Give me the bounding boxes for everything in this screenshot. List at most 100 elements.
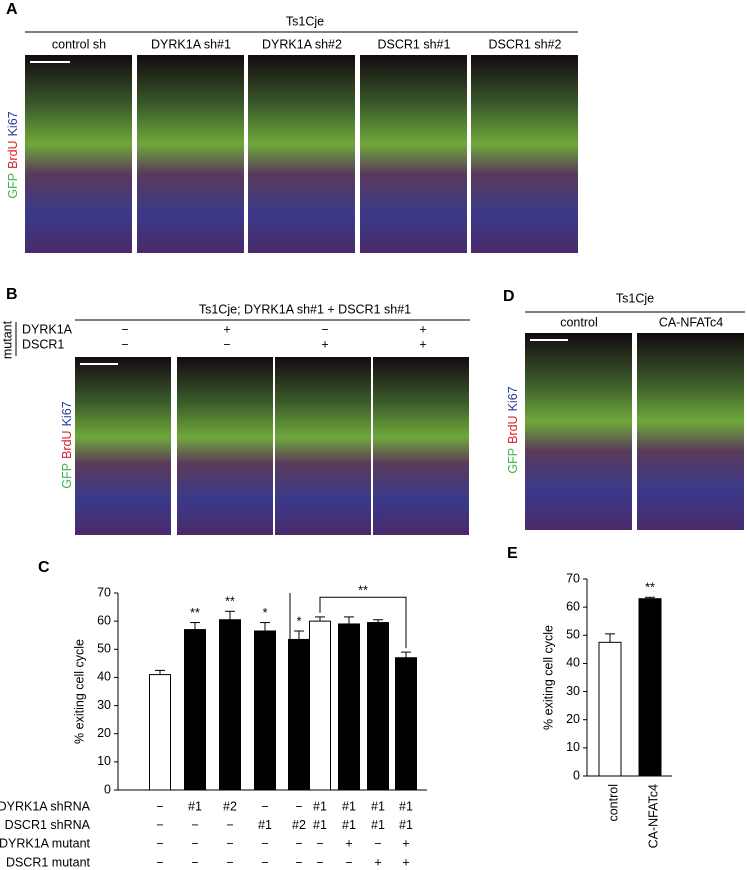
stain-label: GFP BrdU Ki67 xyxy=(6,111,20,198)
condition-value: − xyxy=(374,837,381,851)
significance: ** xyxy=(225,595,235,609)
y-tick-label: 30 xyxy=(566,684,580,698)
y-tick-label: 60 xyxy=(97,613,111,627)
condition-value: + xyxy=(402,855,409,869)
micrograph xyxy=(275,357,371,535)
condition-label: DSCR1 mutant xyxy=(6,855,91,869)
error-bar xyxy=(401,651,411,658)
condition-value: − xyxy=(226,855,233,869)
y-tick-label: 30 xyxy=(97,698,111,712)
condition-value: #1 xyxy=(313,799,327,813)
y-axis-label: % exiting cell cycle xyxy=(72,639,86,744)
condition-value: #1 xyxy=(313,818,327,832)
micrograph xyxy=(248,55,355,253)
error-bar xyxy=(315,616,325,622)
condition-value: − xyxy=(156,855,163,869)
column-label: DYRK1A sh#2 xyxy=(262,37,342,51)
bar xyxy=(367,622,389,791)
condition-value: − xyxy=(295,837,302,851)
condition-value: − xyxy=(191,855,198,869)
row-symbol: − xyxy=(321,322,328,336)
bar xyxy=(184,629,206,791)
stain-label: GFP BrdU Ki67 xyxy=(60,401,74,488)
panel-header: Ts1Cje; DYRK1A sh#1 + DSCR1 sh#1 xyxy=(199,302,411,316)
error-bar xyxy=(190,622,200,630)
stain-label: GFP BrdU Ki67 xyxy=(506,386,520,473)
condition-value: − xyxy=(261,837,268,851)
condition-value: − xyxy=(156,837,163,851)
micrograph xyxy=(177,357,273,535)
column-label: control xyxy=(560,315,598,329)
y-tick-label: 40 xyxy=(566,656,580,670)
condition-value: − xyxy=(191,818,198,832)
micrograph xyxy=(373,357,469,535)
stain-word: GFP xyxy=(506,448,520,474)
column-label: DSCR1 sh#2 xyxy=(489,37,562,51)
row-symbol: + xyxy=(321,337,328,351)
condition-label: DSCR1 shRNA xyxy=(5,818,91,832)
column-label: DSCR1 sh#1 xyxy=(378,37,451,51)
condition-value: − xyxy=(156,818,163,832)
condition-label: DYRK1A mutant xyxy=(0,837,91,851)
stain-word: GFP xyxy=(6,173,20,199)
condition-value: − xyxy=(261,799,268,813)
stain-word: Ki67 xyxy=(6,111,20,136)
error-bar xyxy=(155,669,165,675)
bar xyxy=(149,674,171,791)
y-tick-label: 40 xyxy=(97,670,111,684)
condition-value: #1 xyxy=(188,799,202,813)
panel-label: D xyxy=(503,288,515,305)
bar xyxy=(288,638,310,791)
x-tick-label: control xyxy=(606,784,620,822)
stain-word: GFP xyxy=(60,463,74,489)
condition-value: #1 xyxy=(342,818,356,832)
bar xyxy=(338,623,360,791)
y-tick-label: 20 xyxy=(97,726,111,740)
row-symbol: + xyxy=(419,322,426,336)
condition-value: #1 xyxy=(258,818,272,832)
column-label: CA-NFATc4 xyxy=(659,315,723,329)
stain-word: BrdU xyxy=(6,140,20,168)
stain-word: BrdU xyxy=(60,430,74,458)
stain-word: Ki67 xyxy=(60,401,74,426)
condition-value: − xyxy=(191,837,198,851)
y-tick-label: 70 xyxy=(97,585,111,599)
condition-value: − xyxy=(226,818,233,832)
condition-value: #2 xyxy=(292,818,306,832)
micrograph xyxy=(137,55,244,253)
row-label: DYRK1A xyxy=(22,322,73,336)
micrograph xyxy=(525,333,632,530)
micrograph xyxy=(360,55,467,253)
error-bar xyxy=(645,596,655,599)
bar xyxy=(309,620,331,791)
y-tick-label: 10 xyxy=(566,740,580,754)
column-label: DYRK1A sh#1 xyxy=(151,37,231,51)
bar xyxy=(254,630,276,791)
side-label: mutant xyxy=(0,320,14,359)
bracket-label: ** xyxy=(358,584,368,598)
condition-value: #1 xyxy=(342,799,356,813)
condition-value: − xyxy=(295,799,302,813)
error-bar xyxy=(294,630,304,640)
significance: ** xyxy=(645,581,655,595)
row-symbol: + xyxy=(223,322,230,336)
bar xyxy=(598,641,622,777)
micrograph xyxy=(25,55,132,253)
micrograph xyxy=(75,357,171,535)
y-tick-label: 0 xyxy=(104,782,111,796)
panel-label: E xyxy=(507,545,518,562)
y-tick-label: 50 xyxy=(566,628,580,642)
bar xyxy=(219,619,241,791)
panel-label: A xyxy=(6,1,18,18)
significance: ** xyxy=(190,606,200,620)
y-tick-label: 0 xyxy=(573,768,580,782)
condition-value: − xyxy=(226,837,233,851)
y-tick-label: 20 xyxy=(566,712,580,726)
y-tick-label: 60 xyxy=(566,599,580,613)
error-bar xyxy=(225,610,235,620)
condition-value: #1 xyxy=(399,818,413,832)
error-bar xyxy=(373,619,383,623)
row-symbol: − xyxy=(121,322,128,336)
condition-value: − xyxy=(295,855,302,869)
condition-value: #1 xyxy=(371,799,385,813)
